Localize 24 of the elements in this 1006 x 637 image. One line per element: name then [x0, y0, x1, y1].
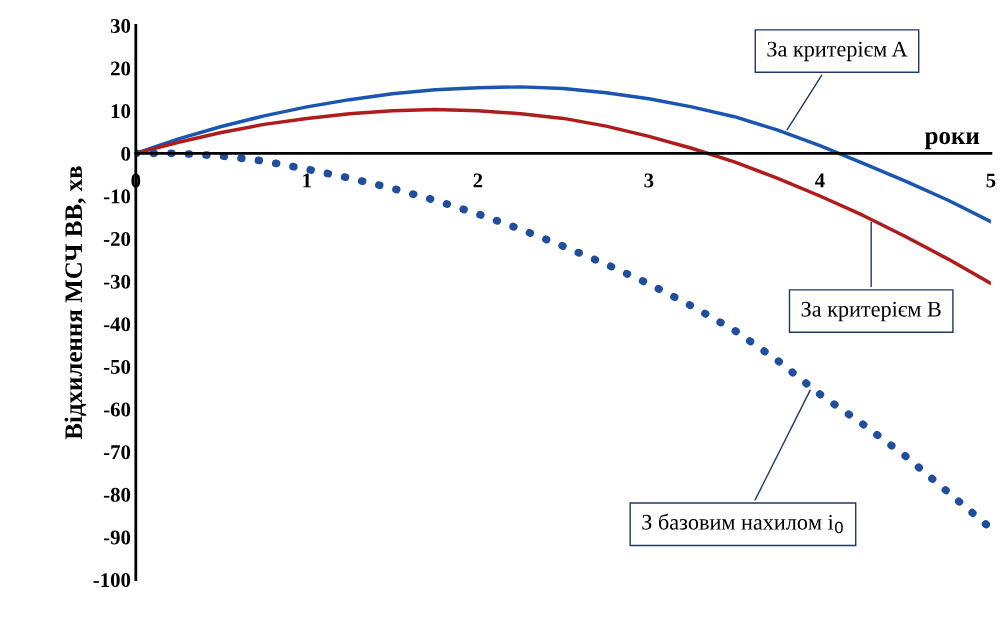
y-tick-label: -20 — [103, 232, 131, 247]
y-tick-label: -100 — [93, 573, 131, 588]
y-tick-label: -80 — [103, 487, 131, 502]
y-tick-label: -60 — [103, 402, 131, 417]
annotation: За критерієм B — [801, 301, 941, 322]
y-axis-title: Відхилення МСЧ ВВ, хв — [64, 166, 87, 440]
y-tick-label: -70 — [103, 445, 131, 460]
annotation: За критерієм A — [767, 41, 908, 62]
y-tick-label: -40 — [103, 317, 131, 332]
x-tick-label: 2 — [473, 173, 483, 188]
x-tick-label: 5 — [986, 173, 996, 188]
y-tick-label: 10 — [111, 104, 131, 119]
y-tick-label: 30 — [110, 18, 131, 33]
x-tick-label: 3 — [644, 173, 654, 188]
y-tick-label: -50 — [103, 359, 131, 374]
y-tick-label: -10 — [103, 189, 131, 204]
y-tick-label: 0 — [121, 146, 131, 161]
annotation: З базовим нахилом i$_{0}$ — [642, 513, 843, 534]
x-tick-label: 4 — [814, 173, 825, 188]
x-axis-title: роки — [924, 132, 980, 150]
y-tick-label: 20 — [110, 61, 131, 76]
y-tick-label: -90 — [103, 530, 131, 545]
y-tick-label: -30 — [103, 274, 131, 289]
x-tick-label: 1 — [303, 173, 311, 188]
